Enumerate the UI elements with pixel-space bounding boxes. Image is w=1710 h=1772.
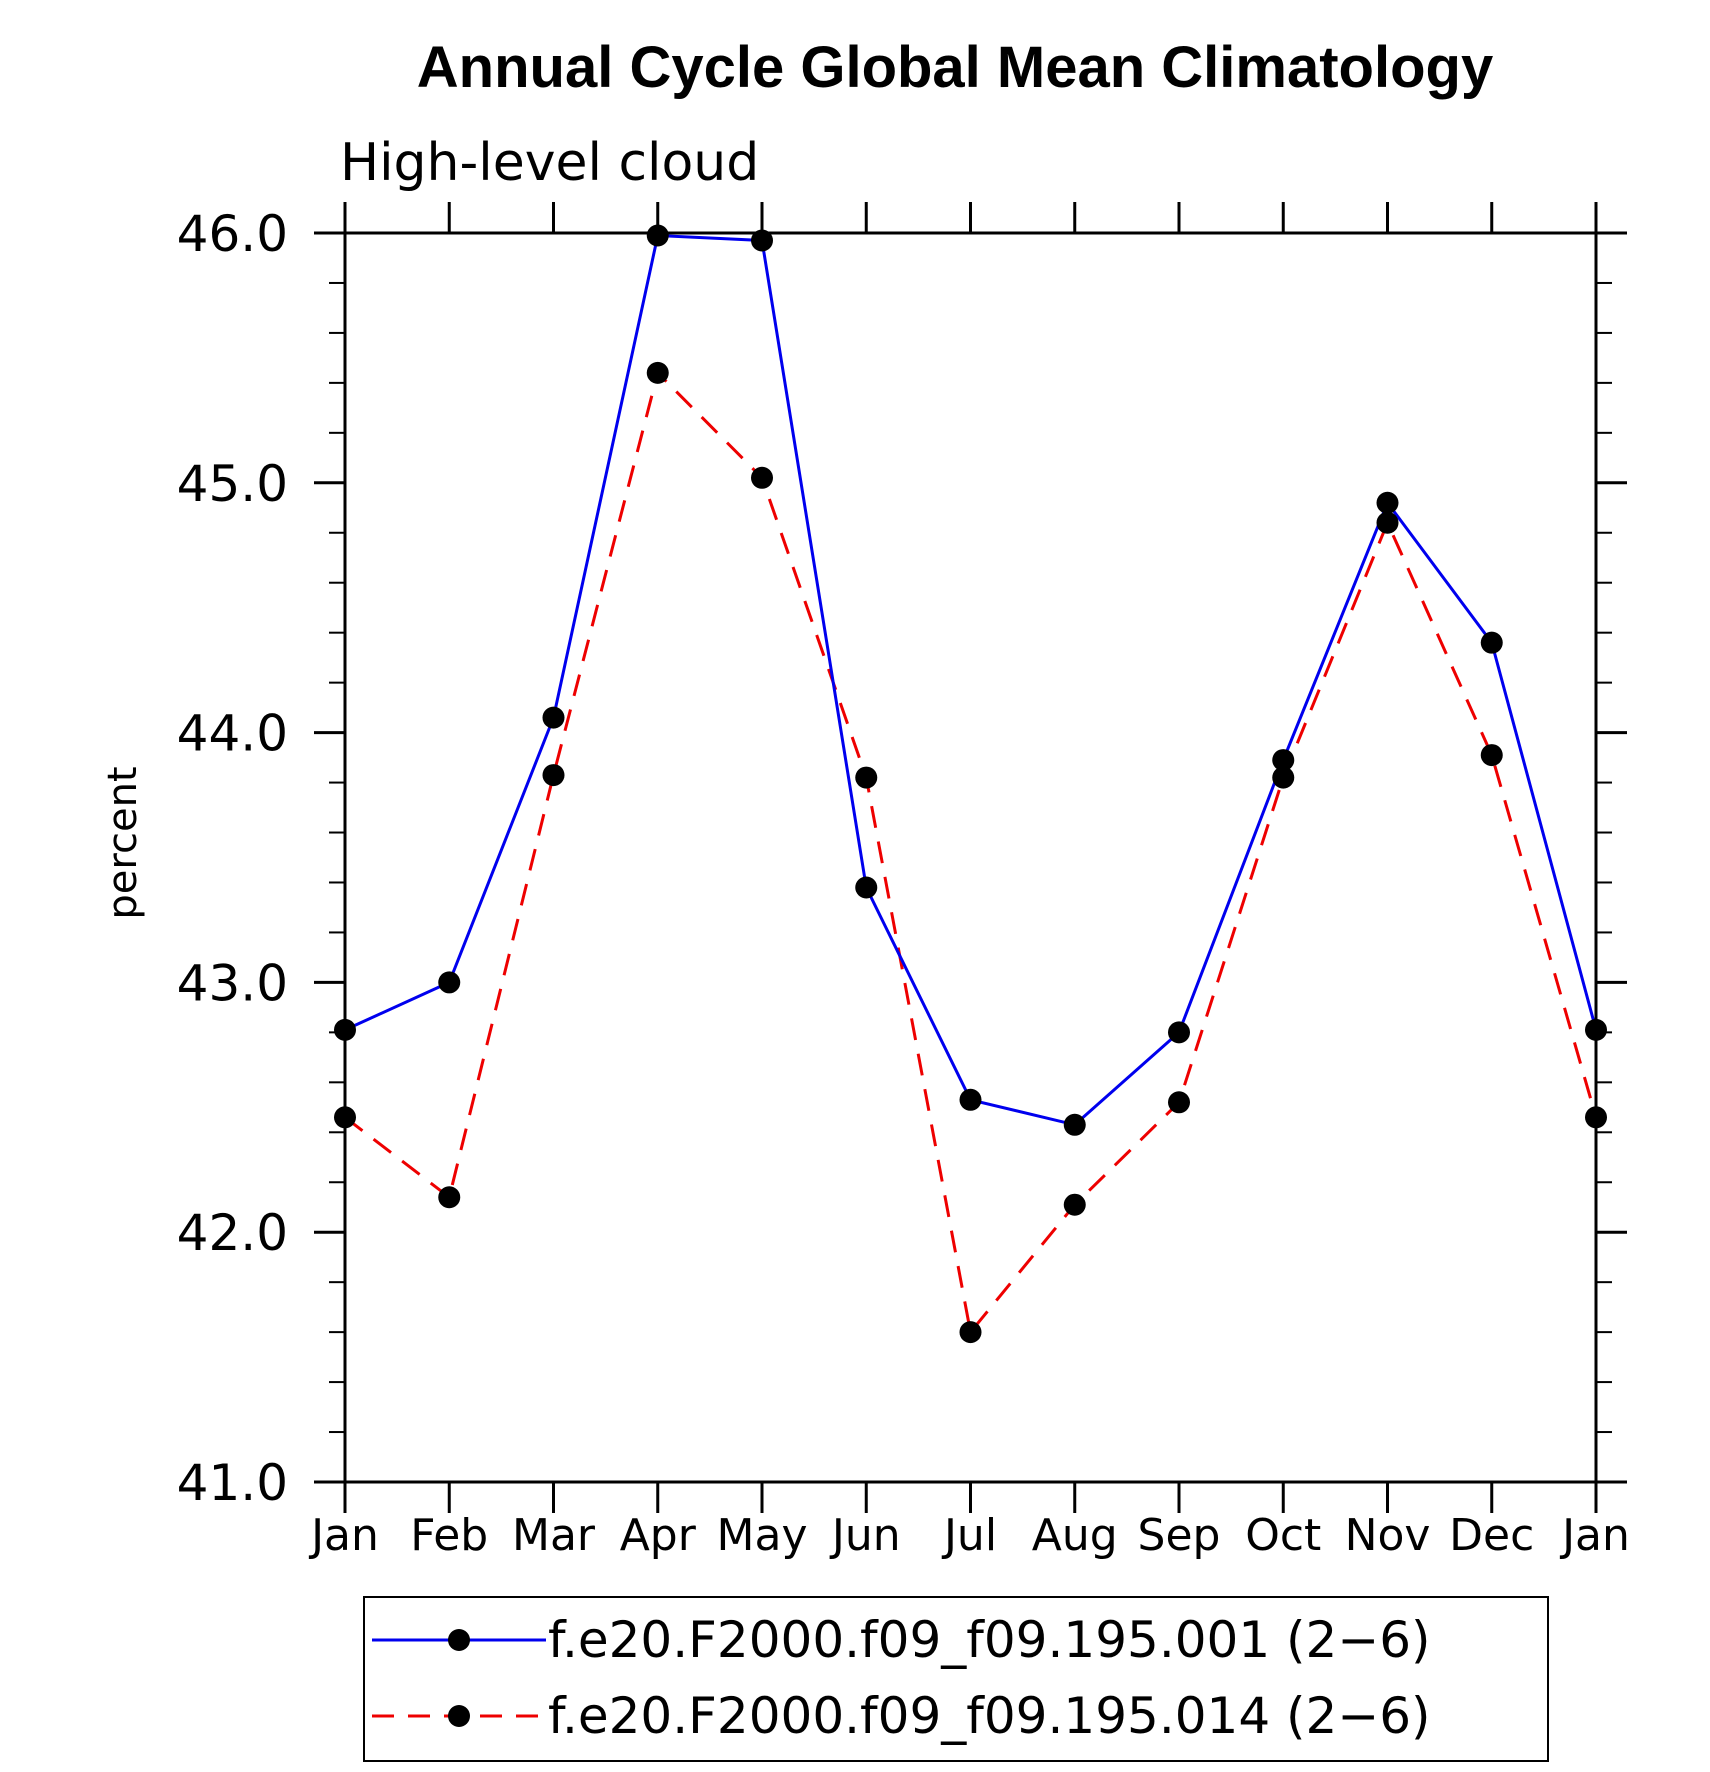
data-point-series-2: [438, 1186, 461, 1209]
x-tick-label: Jun: [829, 1510, 901, 1561]
data-point-series-2: [1063, 1193, 1086, 1216]
y-tick-label: 44.0: [177, 705, 288, 763]
data-point-series-1: [438, 971, 461, 994]
x-tick-label: Jan: [308, 1510, 379, 1561]
series-lines: [344, 233, 1598, 1336]
legend-label-series-1: f.e20.F2000.f09_f09.195.001 (2−6): [548, 1611, 1431, 1669]
axes: 41.0 42.0 43.0 44.0 45.0 46.0 Jan Feb Mar Apr May J…: [177, 202, 1630, 1561]
chart-subtitle: High-level cloud: [340, 133, 759, 193]
y-tick-label: 41.0: [177, 1454, 288, 1512]
x-tick-label: Feb: [410, 1510, 488, 1561]
series-line-1: [344, 233, 1598, 1127]
x-tick-label: Mar: [512, 1510, 596, 1561]
data-point-series-1: [1272, 749, 1295, 772]
data-point-series-2: [646, 361, 669, 384]
data-point-series-1: [1063, 1113, 1086, 1136]
legend-label-series-2: f.e20.F2000.f09_f09.195.014 (2−6): [548, 1687, 1431, 1745]
data-point-series-1: [1480, 631, 1503, 654]
x-tick-label: Apr: [620, 1510, 697, 1561]
data-point-series-1: [1168, 1021, 1190, 1044]
data-point-series-2: [751, 466, 773, 489]
data-point-series-2: [855, 766, 878, 789]
data-point-series-1: [751, 229, 773, 252]
data-point-series-1: [1376, 491, 1399, 514]
data-point-series-1: [646, 224, 669, 247]
data-point-series-2: [1168, 1091, 1190, 1114]
chart-title: Annual Cycle Global Mean Climatology: [417, 35, 1493, 100]
y-tick-label: 45.0: [177, 455, 288, 513]
legend: f.e20.F2000.f09_f09.195.001 (2−6) f.e20.…: [363, 1596, 1549, 1762]
data-point-series-2: [1585, 1106, 1607, 1129]
legend-marker-series-1: [448, 1629, 470, 1651]
x-tick-label: Sep: [1138, 1510, 1221, 1561]
y-tick-label: 46.0: [177, 205, 288, 263]
data-point-series-2: [542, 764, 565, 787]
y-tick-label: 43.0: [177, 954, 288, 1012]
data-point-series-2: [334, 1106, 356, 1129]
legend-box: [363, 1596, 1549, 1762]
series-line-2: [344, 369, 1598, 1336]
y-tick-label: 42.0: [177, 1204, 288, 1262]
x-tick-label: Jul: [941, 1510, 997, 1561]
y-axis-label: percent: [100, 766, 146, 919]
x-tick-label: Aug: [1032, 1510, 1118, 1561]
x-tick-label: Dec: [1449, 1510, 1534, 1561]
series-markers: [334, 224, 1607, 1344]
data-point-series-1: [855, 876, 878, 899]
x-tick-label: Oct: [1245, 1510, 1321, 1561]
x-tick-label: Jan: [1559, 1510, 1630, 1561]
data-point-series-2: [1480, 744, 1503, 767]
data-point-series-2: [1376, 511, 1399, 534]
data-point-series-2: [1272, 766, 1295, 789]
data-point-series-1: [542, 706, 565, 729]
x-tick-label: Nov: [1345, 1510, 1431, 1561]
legend-marker-series-2: [448, 1705, 470, 1727]
data-point-series-2: [959, 1321, 982, 1344]
data-point-series-1: [959, 1088, 982, 1111]
data-point-series-1: [334, 1018, 356, 1041]
data-point-series-1: [1585, 1018, 1607, 1041]
x-tick-label: May: [717, 1510, 808, 1561]
